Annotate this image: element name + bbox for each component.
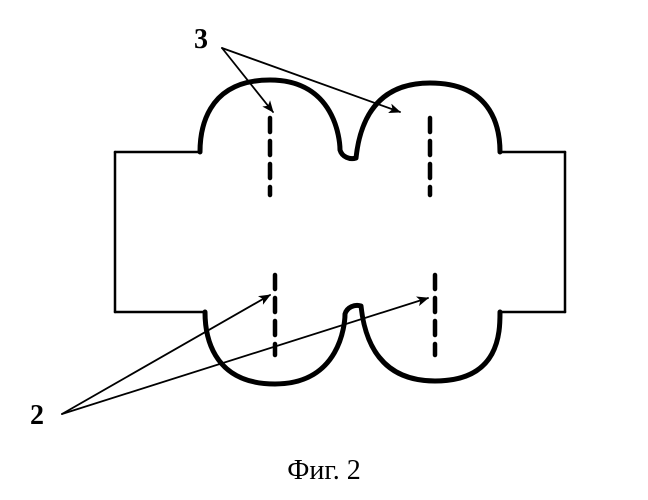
label-2: 2 xyxy=(30,400,44,432)
figure-caption: Фиг. 2 xyxy=(0,455,648,487)
top-lobes xyxy=(200,80,500,159)
diagram-canvas xyxy=(0,0,648,500)
arrow-2-b xyxy=(62,298,428,414)
label-3: 3 xyxy=(194,24,208,56)
bottom-lobes xyxy=(205,305,500,384)
